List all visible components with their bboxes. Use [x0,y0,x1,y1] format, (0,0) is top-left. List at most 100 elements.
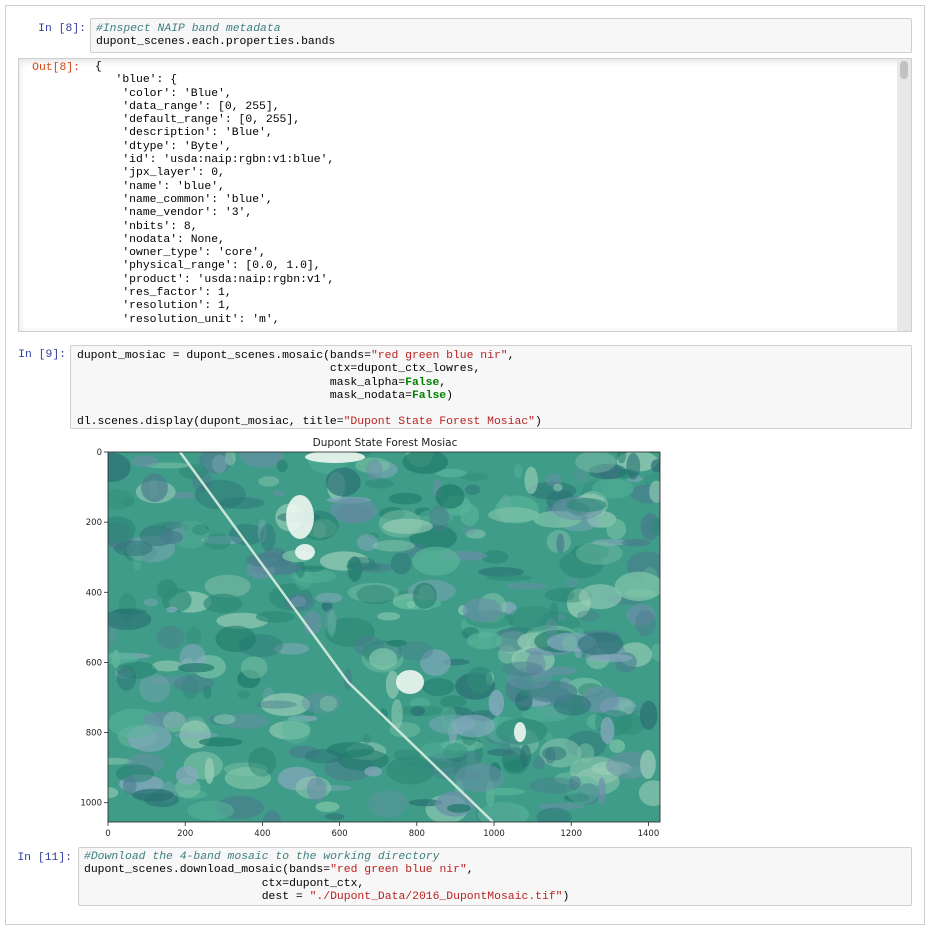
terrain-patch [171,520,210,549]
terrain-patch [356,534,379,552]
terrain-patch [237,690,250,699]
terrain-patch [115,764,155,783]
terrain-patch [527,481,577,500]
code-comment: #Download the 4-band mosaic to the worki… [84,851,440,863]
code-line: dest = "./Dupont_Data/2016_DupontMosaic.… [84,890,570,903]
terrain-patch [651,517,660,536]
scrollbar-thumb[interactable] [900,61,908,79]
terrain-patch [204,757,215,784]
output-line: 'default_range': [0, 255], [95,114,301,127]
terrain-patch [191,524,209,536]
terrain-patch [422,678,455,697]
code-line: mask_alpha=False, [77,376,447,389]
x-tick-label: 0 [105,829,110,839]
output-line: 'name_vendor': '3', [95,207,253,220]
water-body [286,495,314,539]
terrain-patch [541,746,567,761]
terrain-patch [491,628,528,652]
terrain-patch [324,813,345,821]
terrain-patch [163,711,186,733]
terrain-patch [464,484,481,495]
terrain-patch [166,606,178,613]
terrain-patch [635,609,656,637]
terrain-patch [477,802,530,822]
terrain-patch [185,626,202,646]
plot-title: Dupont State Forest Mosiac [313,437,458,449]
terrain-patch [559,550,604,579]
terrain-patch [142,711,187,728]
terrain-patch [566,498,607,512]
terrain-patch [650,459,660,473]
code-lines: dupont_mosiac = dupont_scenes.mosaic(ban… [77,350,542,430]
terrain-patch [447,803,471,813]
terrain-patch [288,745,320,759]
terrain-patch [575,452,617,473]
terrain-patch [488,689,505,717]
code-line: ctx=dupont_ctx, [84,877,365,890]
terrain-patch [565,577,579,588]
terrain-patch [390,552,412,575]
terrain-patch [577,632,624,656]
scrollbar[interactable] [897,59,911,331]
terrain-patch [557,590,575,601]
output-area[interactable]: { 'blue': { 'color': 'Blue', 'data_range… [18,58,912,332]
terrain-patch [212,454,227,474]
terrain-patch [507,605,558,632]
terrain-patch [485,787,526,796]
code-input[interactable]: dupont_mosiac = dupont_scenes.mosaic(ban… [70,345,912,429]
terrain-patch [460,472,489,481]
terrain-patch [355,562,394,573]
output-line: 'nbits': 8, [95,220,198,233]
terrain-patch [443,742,469,763]
terrain-patch [240,656,268,679]
terrain-patch [481,550,509,564]
input-prompt: In [9]: [18,349,66,361]
terrain-patch [248,747,277,777]
output-line: { [95,61,102,73]
terrain-patch [306,777,327,802]
input-prompt: In [8]: [38,23,86,35]
terrain-patch [159,530,184,544]
terrain-patch [474,739,483,764]
terrain-patch [143,792,179,808]
terrain-patch [377,612,401,621]
terrain-patch [126,752,165,774]
output-line: 'name': 'blue', [95,180,225,193]
terrain-patch [429,504,450,532]
output-line: 'dtype': 'Byte', [95,140,232,153]
terrain-patch [108,489,135,510]
terrain-patch [240,452,284,468]
terrain-patch [272,490,285,497]
code-input[interactable]: #Inspect NAIP band metadata dupont_scenes… [90,18,912,53]
terrain-patch [369,648,398,671]
terrain-patch [408,799,443,807]
terrain-patch [194,479,246,510]
x-tick-label: 600 [331,829,347,839]
terrain-patch [315,592,343,604]
terrain-patch [257,519,267,543]
terrain-patch [529,777,579,794]
terrain-patch [255,611,295,623]
terrain-patch [325,467,361,497]
terrain-patch [277,766,317,791]
terrain-patch [302,610,322,635]
output-line: 'owner_type': 'core', [95,247,266,260]
terrain-patch [626,604,656,626]
code-input[interactable]: #Download the 4-band mosaic to the worki… [78,847,912,906]
notebook-frame [5,5,925,925]
x-tick-label: 800 [409,829,425,839]
code-line: dupont_scenes.each.properties.bands [96,36,336,49]
terrain-patch [260,523,276,551]
output-line: 'nodata': None, [95,233,225,246]
plot-output: Dupont State Forest Mosiac 0 200 400 600 800… [80,437,661,839]
terrain-patch [155,521,182,530]
terrain-patch [556,533,565,555]
terrain-patch [406,600,416,609]
terrain-patch [169,491,196,499]
code-keyword: False [411,389,447,402]
terrain-patch [108,757,133,765]
terrain-patch [597,777,606,806]
terrain-patch [199,452,233,474]
code-line: ctx=dupont_ctx_lowres, [77,363,481,376]
